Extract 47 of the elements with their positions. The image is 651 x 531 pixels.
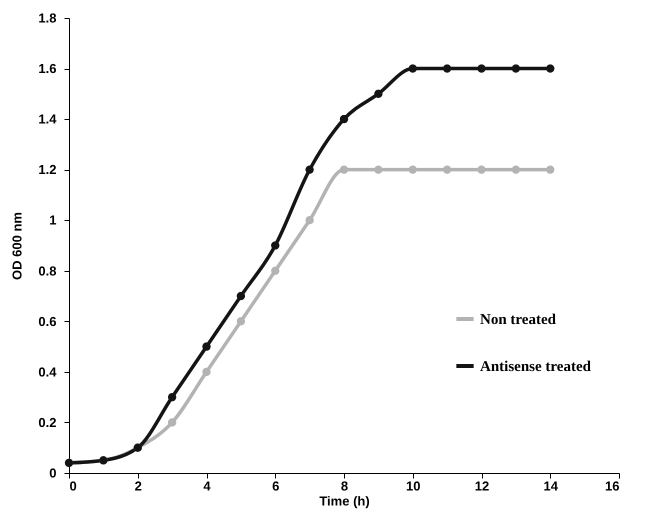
x-tick-label: 12 — [474, 478, 490, 494]
point — [512, 165, 520, 174]
point — [168, 392, 176, 402]
y-tick-label: 1.6 — [38, 61, 56, 76]
x-tick-label: 2 — [134, 478, 142, 494]
y-tick-label: 0.2 — [38, 414, 56, 430]
x-tick-label: 8 — [340, 478, 348, 494]
point — [305, 216, 314, 224]
point — [442, 64, 452, 73]
y-tick-label: 0.6 — [38, 314, 56, 329]
point — [168, 418, 176, 427]
point — [271, 241, 280, 250]
point — [202, 368, 211, 376]
y-tick-label: 1 — [49, 212, 56, 228]
point — [340, 165, 348, 174]
x-tick-label: 14 — [544, 478, 559, 494]
y-tick-label: 0.4 — [38, 364, 58, 380]
point — [512, 64, 520, 73]
x-axis-title: Time (h) — [319, 494, 370, 508]
x-tick-label: 16 — [605, 478, 620, 494]
y-tick-label: 1.2 — [38, 162, 56, 178]
point — [546, 64, 554, 73]
point — [477, 165, 486, 174]
point — [271, 266, 280, 275]
y-tick-label: 0 — [49, 466, 56, 480]
x-tick-label: 10 — [406, 478, 420, 494]
legend-label: Antisense treated — [480, 359, 592, 375]
point — [546, 165, 554, 174]
x-tick-label: 6 — [272, 478, 280, 494]
y-tick-label: 1.4 — [38, 112, 58, 127]
point — [340, 114, 348, 124]
point — [305, 165, 314, 174]
point — [408, 165, 417, 174]
point — [374, 165, 383, 174]
point — [408, 64, 417, 73]
x-tick-label: 4 — [203, 478, 212, 494]
legend-label: Non treated — [480, 312, 557, 328]
point — [236, 292, 246, 300]
point — [477, 64, 486, 73]
x-tick-label: 0 — [70, 478, 77, 494]
point — [374, 90, 383, 98]
point — [236, 317, 246, 326]
y-tick-label: 1.8 — [38, 10, 56, 26]
y-axis-title: OD 600 nm — [9, 212, 24, 280]
y-tick-label: 0.8 — [38, 263, 56, 278]
point — [202, 342, 211, 351]
point — [442, 165, 452, 174]
